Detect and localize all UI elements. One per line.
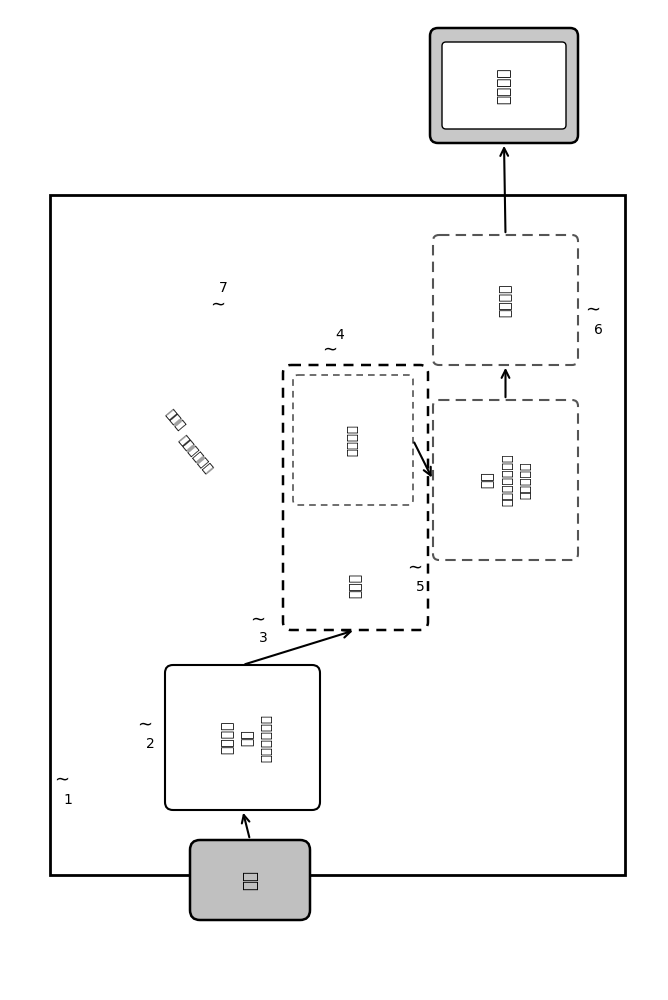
Bar xyxy=(50,195,625,875)
FancyBboxPatch shape xyxy=(283,365,428,630)
Text: 诊断结果: 诊断结果 xyxy=(496,67,512,104)
FancyBboxPatch shape xyxy=(293,375,413,505)
Text: ∼: ∼ xyxy=(323,341,337,359)
Text: ∼: ∼ xyxy=(138,716,152,734)
Text: 组件: 组件 xyxy=(240,729,255,746)
FancyBboxPatch shape xyxy=(433,400,578,560)
Text: 2: 2 xyxy=(146,737,154,751)
Text: 4: 4 xyxy=(335,328,345,342)
Text: ∼: ∼ xyxy=(54,771,69,789)
FancyBboxPatch shape xyxy=(430,28,578,143)
Text: 模块和: 模块和 xyxy=(163,407,187,433)
Text: 诊断装置: 诊断装置 xyxy=(498,283,512,317)
FancyBboxPatch shape xyxy=(442,42,566,129)
Text: ∼: ∼ xyxy=(210,296,226,314)
Text: 样本介质）: 样本介质） xyxy=(519,461,532,499)
FancyBboxPatch shape xyxy=(433,235,578,365)
Text: ∼: ∼ xyxy=(250,611,266,629)
FancyBboxPatch shape xyxy=(165,665,320,810)
Text: 呼气: 呼气 xyxy=(241,870,259,890)
Text: 样本: 样本 xyxy=(480,472,494,488)
Text: 1: 1 xyxy=(63,793,72,807)
Text: 5: 5 xyxy=(415,580,424,594)
Text: 收集器: 收集器 xyxy=(349,572,363,598)
Text: （包含储器）: （包含储器） xyxy=(260,714,273,762)
Text: ∼: ∼ xyxy=(585,301,601,319)
Text: 预先收集: 预先收集 xyxy=(220,721,234,754)
Text: 样本储器: 样本储器 xyxy=(347,424,359,456)
Text: 3: 3 xyxy=(259,631,267,645)
Text: 7: 7 xyxy=(218,281,227,295)
Text: 样本转移机构: 样本转移机构 xyxy=(176,434,214,476)
Text: ∼: ∼ xyxy=(407,559,423,577)
Text: 6: 6 xyxy=(594,323,603,337)
Text: （包含分析物和: （包含分析物和 xyxy=(501,454,514,506)
FancyBboxPatch shape xyxy=(190,840,310,920)
